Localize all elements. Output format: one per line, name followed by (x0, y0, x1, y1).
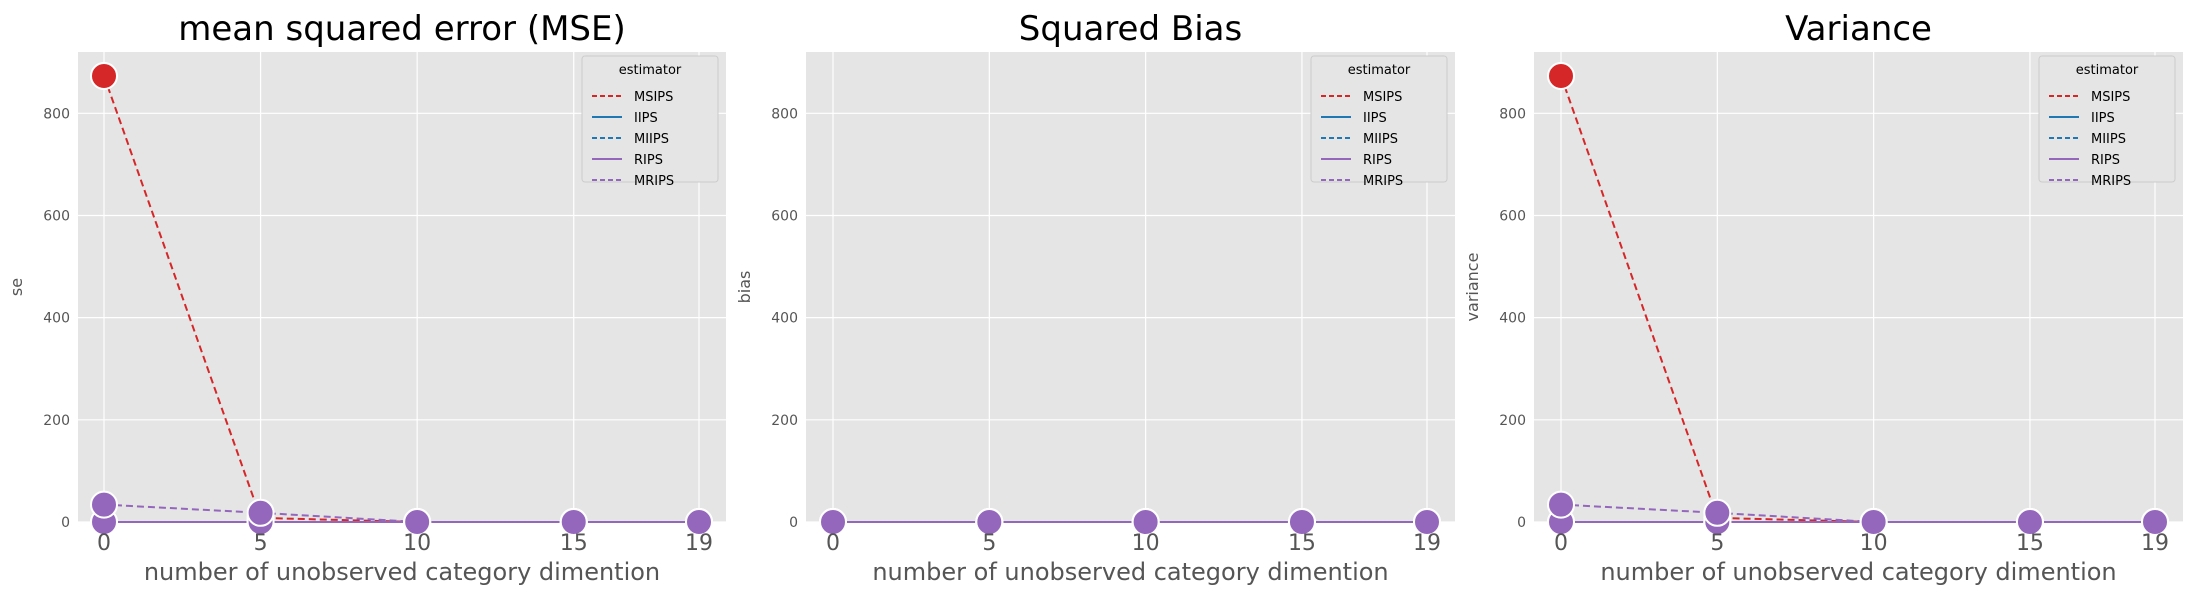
legend-box (581, 55, 719, 183)
chart-title: Variance (1785, 9, 1932, 49)
data-point-mrips (1413, 508, 1441, 536)
x-tick-label: 19 (1413, 531, 1441, 556)
legend-label-iips: IIPS (2091, 111, 2115, 126)
x-tick-label: 19 (2141, 531, 2169, 556)
x-tick-label: 5 (254, 531, 268, 556)
legend-label-mrips: MRIPS (2091, 174, 2131, 189)
x-tick-label: 0 (97, 531, 111, 556)
data-point-msips (90, 62, 118, 91)
legend-label-rips: RIPS (634, 153, 663, 168)
data-point-mrips (1703, 498, 1732, 527)
x-axis-label: number of unobserved category dimention (1600, 558, 2116, 586)
y-axis-label: variance (1463, 253, 1482, 322)
x-axis-label: number of unobserved category dimention (144, 558, 660, 586)
legend-title: estimator (619, 63, 682, 78)
x-tick-label: 5 (1710, 531, 1724, 556)
legend-label-miips: MIIPS (1363, 132, 1398, 147)
y-tick-label: 800 (43, 106, 70, 122)
legend-title: estimator (1348, 63, 1411, 78)
y-tick-label: 0 (1517, 515, 1526, 531)
y-tick-label: 0 (61, 515, 70, 531)
x-tick-label: 0 (826, 531, 840, 556)
legend-label-iips: IIPS (1363, 111, 1387, 126)
data-point-mrips (1287, 508, 1316, 536)
y-tick-label: 400 (771, 311, 798, 327)
y-tick-label: 400 (43, 311, 70, 327)
x-tick-label: 10 (1860, 531, 1888, 556)
x-tick-label: 5 (982, 531, 996, 556)
chart-panel-1: 0 5 10 15 19 0 200 400 600 800 mean squared error … (7, 9, 726, 586)
data-point-mrips (1859, 508, 1888, 536)
x-tick-label: 10 (1132, 531, 1160, 556)
data-point-mrips (246, 498, 275, 527)
legend: estimator MSIPS IIPS MIIPS RIPS MRIPS (2038, 55, 2176, 189)
x-axis-label: number of unobserved category dimention (872, 558, 1388, 586)
series-line-msips (1560, 75, 2155, 523)
legend-label-miips: MIIPS (634, 132, 669, 147)
y-tick-label: 200 (771, 413, 798, 429)
legend-label-rips: RIPS (1363, 153, 1392, 168)
x-tick-label: 10 (403, 531, 431, 556)
legend-box (1310, 55, 1448, 183)
y-tick-label: 600 (43, 208, 70, 224)
data-point-mrips (2015, 508, 2044, 536)
x-tick-label: 15 (2016, 531, 2044, 556)
data-point-mrips (559, 508, 588, 536)
y-tick-label: 0 (789, 515, 798, 531)
legend-label-iips: IIPS (634, 111, 658, 126)
legend-label-mrips: MRIPS (1363, 174, 1403, 189)
data-point-mrips (2141, 508, 2169, 536)
data-point-mrips (1131, 508, 1160, 536)
legend-label-msips: MSIPS (1363, 90, 1402, 105)
x-tick-label: 19 (685, 531, 713, 556)
legend-label-miips: MIIPS (2091, 132, 2126, 147)
chart-title: mean squared error (MSE) (178, 9, 626, 49)
chart-title: Squared Bias (1019, 9, 1242, 49)
chart-panel-2: 0 5 10 15 19 0 200 400 600 800 Squared Bias number … (735, 9, 1455, 586)
y-tick-label: 600 (1499, 208, 1526, 224)
legend-label-msips: MSIPS (2091, 90, 2130, 105)
x-tick-label: 15 (560, 531, 588, 556)
y-axis-label: bias (735, 271, 754, 304)
data-point-msips (1547, 62, 1575, 91)
legend-label-mrips: MRIPS (634, 174, 674, 189)
data-point-mrips (403, 508, 432, 536)
y-tick-label: 200 (1499, 413, 1526, 429)
legend-label-rips: RIPS (2091, 153, 2120, 168)
y-tick-label: 400 (1499, 311, 1526, 327)
chart-panel-3: 0 5 10 15 19 0 200 400 600 800 Variance number of u… (1463, 9, 2183, 586)
legend: estimator MSIPS IIPS MIIPS RIPS MRIPS (581, 55, 719, 189)
legend-title: estimator (2076, 63, 2139, 78)
data-point-mrips (685, 508, 713, 536)
y-tick-label: 800 (1499, 106, 1526, 122)
legend-box (2038, 55, 2176, 183)
y-tick-label: 800 (771, 106, 798, 122)
data-point-mrips (975, 508, 1004, 536)
data-point-mrips (1547, 490, 1575, 519)
legend-label-msips: MSIPS (634, 90, 673, 105)
x-tick-label: 15 (1288, 531, 1316, 556)
data-point-mrips (90, 490, 118, 519)
legend: estimator MSIPS IIPS MIIPS RIPS MRIPS (1310, 55, 1448, 189)
x-tick-label: 0 (1554, 531, 1568, 556)
data-point-mrips (819, 508, 847, 536)
series-line-msips (103, 75, 699, 523)
y-tick-label: 600 (771, 208, 798, 224)
y-axis-label: se (7, 278, 26, 296)
y-tick-label: 200 (43, 413, 70, 429)
